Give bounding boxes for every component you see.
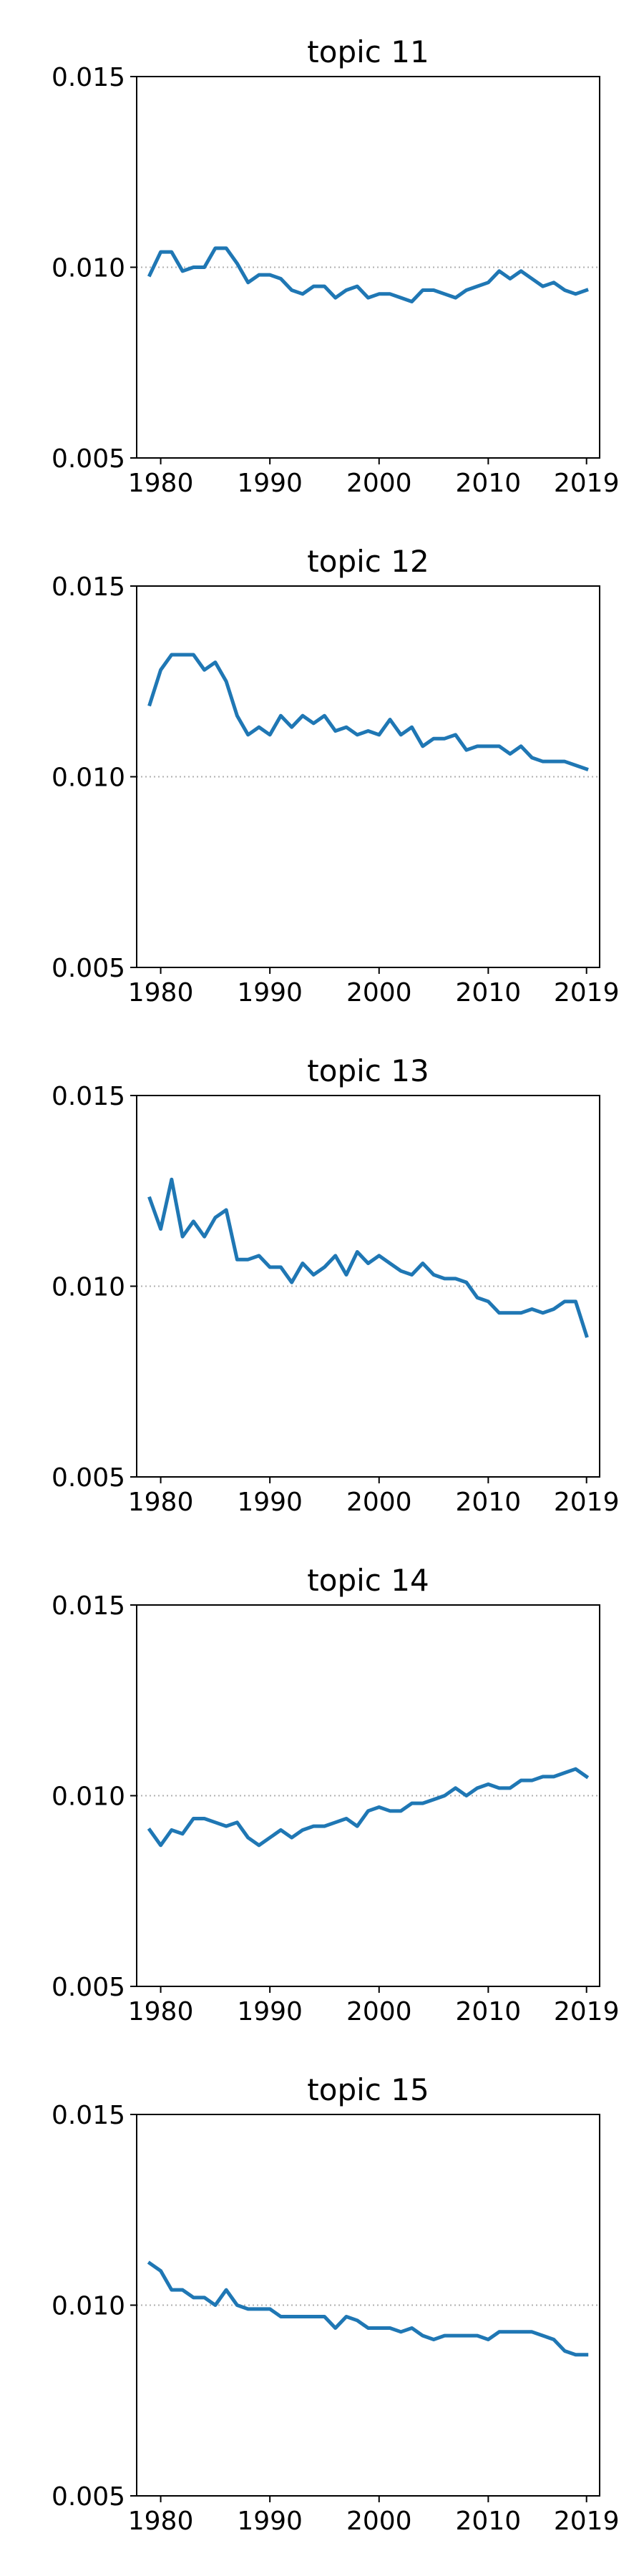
x-tick-label: 2000	[346, 1488, 412, 1517]
y-tick-label: 0.005	[52, 954, 125, 983]
y-tick-label: 0.005	[52, 2482, 125, 2512]
x-tick-label: 2019	[554, 1488, 620, 1517]
y-tick-label: 0.010	[52, 1782, 125, 1812]
y-tick-label: 0.010	[52, 254, 125, 283]
x-tick-label: 1990	[237, 469, 303, 498]
series-line	[147, 653, 589, 772]
y-tick-label: 0.015	[52, 572, 125, 602]
series-line	[147, 1177, 589, 1338]
chart-title: topic 15	[307, 2072, 429, 2107]
y-tick-label: 0.010	[52, 1273, 125, 1302]
y-tick-label: 0.015	[52, 2101, 125, 2130]
x-tick-label: 2010	[456, 1488, 522, 1517]
y-tick-label: 0.015	[52, 1591, 125, 1621]
x-tick-label: 1980	[128, 1997, 194, 2026]
y-tick-label: 0.015	[52, 1082, 125, 1111]
x-tick-label: 2019	[554, 1997, 620, 2026]
series-line	[147, 2260, 589, 2357]
x-tick-label: 1980	[128, 469, 194, 498]
chart-title: topic 11	[307, 34, 429, 69]
x-tick-label: 2010	[456, 2507, 522, 2536]
x-tick-label: 1980	[128, 1488, 194, 1517]
x-tick-label: 2019	[554, 469, 620, 498]
y-tick-label: 0.005	[52, 444, 125, 474]
series-line	[147, 1767, 590, 1848]
y-tick-label: 0.015	[52, 63, 125, 92]
x-tick-label: 1980	[128, 978, 194, 1008]
x-tick-label: 2000	[346, 2507, 412, 2536]
series-line	[147, 246, 589, 303]
y-tick-label: 0.010	[52, 763, 125, 793]
x-tick-label: 1990	[237, 1997, 303, 2026]
chart-panel-5: topic 15 1980 1990 2000 2010 2019 0.005 0.010 0.…	[52, 2072, 620, 2536]
x-tick-label: 2000	[346, 978, 412, 1008]
x-tick-label: 2000	[346, 1997, 412, 2026]
x-tick-label: 2019	[554, 2507, 620, 2536]
x-tick-label: 1980	[128, 2507, 194, 2536]
chart-title: topic 14	[307, 1563, 429, 1598]
x-tick-label: 2000	[346, 469, 412, 498]
x-tick-label: 1990	[237, 1488, 303, 1517]
chart-panel-2: topic 12 1980 1990 2000 2010 2019 0.005 0.010 0.…	[52, 544, 620, 1008]
x-tick-label: 2010	[456, 469, 522, 498]
chart-title: topic 12	[307, 544, 429, 579]
y-tick-label: 0.005	[52, 1973, 125, 2002]
chart-panel-4: topic 14 1980 1990 2000 2010 2019 0.005 0.010 0.…	[52, 1563, 620, 2026]
x-tick-label: 2010	[456, 1997, 522, 2026]
y-tick-label: 0.010	[52, 2292, 125, 2321]
x-tick-label: 2019	[554, 978, 620, 1008]
chart-panel-3: topic 13 1980 1990 2000 2010 2019 0.005 0.010 0.…	[52, 1053, 620, 1517]
x-tick-label: 2010	[456, 978, 522, 1008]
chart-panel-1: topic 11 1980 1990 2000 2010 2019 0.005 0.010 0.…	[52, 34, 620, 498]
y-tick-label: 0.005	[52, 1463, 125, 1493]
x-tick-label: 1990	[237, 2507, 303, 2536]
chart-title: topic 13	[307, 1053, 429, 1088]
x-tick-label: 1990	[237, 978, 303, 1008]
